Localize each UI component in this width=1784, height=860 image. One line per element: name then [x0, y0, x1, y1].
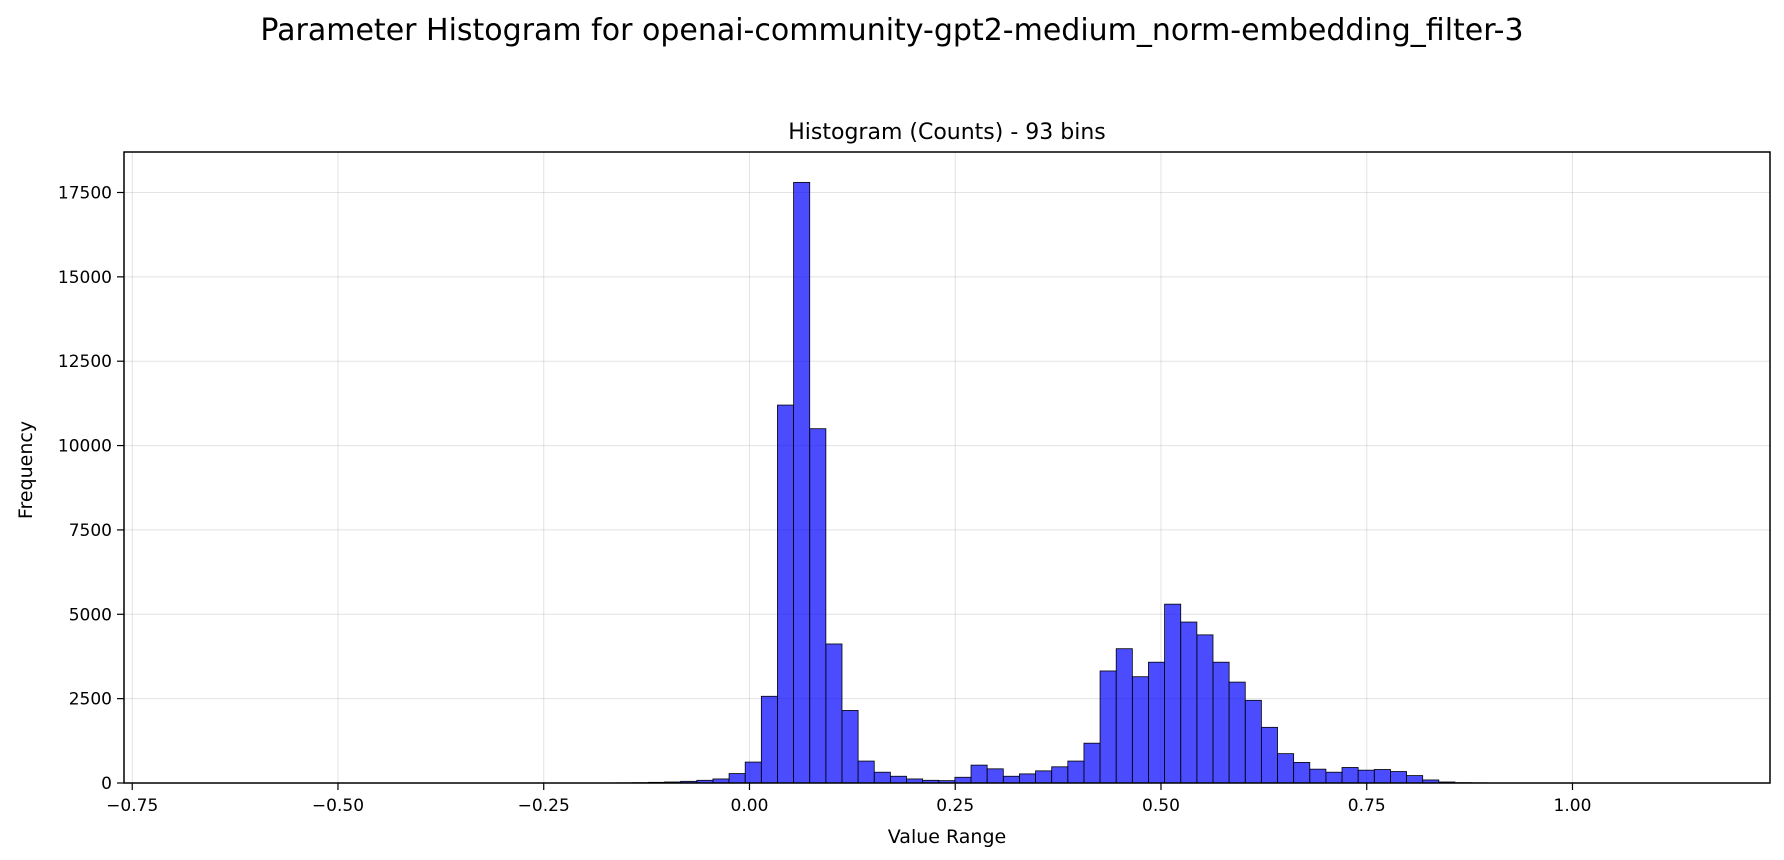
histogram-bar — [825, 643, 843, 784]
histogram-bar — [1293, 762, 1311, 784]
y-tick-label: 0 — [101, 774, 112, 794]
grid-lines — [124, 152, 1770, 784]
y-axis-label: Frequency — [15, 421, 37, 519]
y-tick-label: 10000 — [58, 437, 112, 457]
histogram-bar — [1035, 770, 1053, 784]
x-tick-label: −0.50 — [312, 796, 364, 816]
histogram-bar — [728, 773, 746, 784]
histogram-bar — [1019, 773, 1036, 784]
histogram-bar — [777, 404, 794, 784]
histogram-bar — [1406, 775, 1424, 784]
histogram-bar — [793, 181, 811, 784]
histogram-bar — [1002, 775, 1020, 784]
histogram-bar — [889, 775, 907, 784]
y-tick-label: 17500 — [58, 183, 112, 203]
histogram-bar — [744, 761, 762, 784]
histogram-bar — [1390, 771, 1407, 784]
histogram-bar — [1131, 676, 1149, 784]
figure-suptitle: Parameter Histogram for openai-community… — [260, 13, 1523, 48]
histogram-bar — [1357, 769, 1375, 784]
x-tick-label: 0.50 — [1142, 796, 1180, 816]
histogram-bar — [1325, 771, 1343, 784]
histogram-bar — [1099, 670, 1117, 784]
histogram-bar — [857, 760, 875, 784]
y-tick-label: 12500 — [58, 352, 112, 372]
x-tick-label: 0.75 — [1348, 796, 1386, 816]
histogram-bar — [1373, 769, 1391, 784]
y-tick-label: 15000 — [58, 268, 112, 288]
plot-frame — [123, 151, 1771, 784]
histogram-bars — [615, 181, 1488, 784]
histogram-bar — [809, 428, 827, 784]
histogram-bar — [1244, 699, 1262, 784]
histogram-bar — [1067, 760, 1085, 784]
histogram-bar — [1260, 726, 1278, 784]
histogram-bar — [760, 695, 778, 784]
histogram-bar — [970, 764, 988, 784]
histogram-bar — [1115, 648, 1133, 784]
x-tick-label: −0.75 — [106, 796, 158, 816]
histogram-bar — [1148, 661, 1166, 784]
histogram-bar — [954, 776, 972, 784]
x-tick-label: −0.25 — [518, 796, 570, 816]
histogram-bar — [1051, 766, 1069, 784]
y-tick-label: 5000 — [69, 605, 112, 625]
histogram-bar — [873, 771, 891, 784]
histogram-bar — [1164, 603, 1182, 784]
histogram-bar — [986, 768, 1004, 784]
y-tick-label: 7500 — [69, 521, 112, 541]
histogram-bar — [1277, 753, 1295, 784]
histogram-bar — [841, 710, 859, 784]
axis-ticks: −0.75 −0.50 −0.25 0.00 0.25 0.50 0.75 1.00 0 2500… — [58, 183, 1592, 816]
histogram-bar — [1083, 742, 1101, 784]
histogram-bar — [1212, 661, 1230, 784]
histogram-bar — [1196, 634, 1214, 784]
histogram-bar — [1228, 681, 1246, 784]
histogram-bar — [1341, 767, 1359, 784]
x-tick-label: 0.25 — [936, 796, 974, 816]
histogram-bar — [1180, 621, 1198, 784]
histogram-bar — [1309, 768, 1327, 784]
x-axis-label: Value Range — [888, 826, 1006, 848]
x-tick-label: 0.00 — [731, 796, 769, 816]
x-tick-label: 1.00 — [1554, 796, 1592, 816]
y-tick-label: 2500 — [69, 690, 112, 710]
chart-title: Histogram (Counts) - 93 bins — [788, 120, 1105, 145]
